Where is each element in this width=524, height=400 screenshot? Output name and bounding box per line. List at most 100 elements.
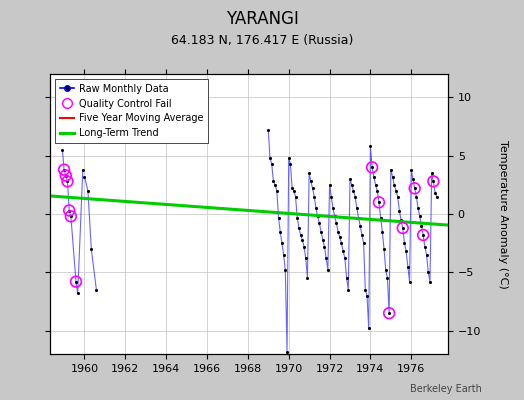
Point	[419, 232, 428, 238]
Point	[403, 263, 412, 270]
Point	[368, 164, 376, 170]
Point	[72, 278, 80, 285]
Point	[334, 228, 342, 235]
Point	[349, 188, 357, 194]
Point	[329, 205, 337, 211]
Point	[264, 127, 272, 133]
Point	[356, 222, 364, 229]
Point	[409, 176, 417, 182]
Point	[346, 176, 354, 182]
Point	[272, 188, 281, 194]
Point	[305, 170, 313, 176]
Point	[63, 178, 72, 184]
Point	[380, 246, 388, 252]
Point	[60, 166, 68, 173]
Point	[372, 182, 380, 188]
Point	[422, 252, 431, 258]
Point	[278, 240, 286, 246]
Point	[332, 220, 341, 226]
Point	[298, 236, 307, 243]
Point	[416, 213, 424, 220]
Point	[354, 214, 363, 221]
Point	[300, 244, 308, 250]
Point	[375, 199, 383, 206]
Point	[390, 182, 398, 188]
Point	[276, 228, 285, 235]
Point	[92, 287, 101, 293]
Text: YARANGI: YARANGI	[225, 10, 299, 28]
Point	[378, 228, 387, 235]
Point	[359, 240, 368, 246]
Point	[325, 182, 334, 188]
Y-axis label: Temperature Anomaly (°C): Temperature Anomaly (°C)	[498, 140, 508, 288]
Point	[406, 278, 414, 285]
Point	[337, 240, 346, 246]
Point	[73, 290, 82, 296]
Point	[339, 248, 347, 254]
Point	[290, 188, 298, 194]
Point	[419, 232, 428, 238]
Point	[395, 207, 403, 214]
Point	[301, 255, 310, 262]
Text: 64.183 N, 176.417 E (Russia): 64.183 N, 176.417 E (Russia)	[171, 34, 353, 47]
Point	[429, 178, 438, 184]
Point	[291, 193, 300, 200]
Point	[385, 310, 394, 316]
Point	[271, 182, 279, 188]
Point	[341, 255, 349, 262]
Point	[308, 185, 316, 192]
Point	[322, 255, 330, 262]
Point	[426, 278, 434, 285]
Point	[62, 172, 70, 179]
Point	[58, 147, 67, 153]
Point	[383, 275, 391, 281]
Point	[368, 164, 376, 170]
Point	[400, 240, 409, 246]
Point	[297, 232, 305, 238]
Point	[288, 185, 297, 192]
Point	[369, 174, 378, 180]
Point	[281, 267, 289, 273]
Point	[63, 178, 72, 184]
Point	[268, 161, 276, 167]
Point	[428, 170, 436, 176]
Point	[358, 232, 366, 238]
Point	[397, 217, 405, 223]
Point	[394, 193, 402, 200]
Point	[376, 214, 385, 221]
Point	[65, 207, 73, 214]
Point	[80, 174, 89, 180]
Point	[363, 292, 371, 299]
Point	[365, 325, 373, 332]
Point	[351, 193, 359, 200]
Legend: Raw Monthly Data, Quality Control Fail, Five Year Moving Average, Long-Term Tren: Raw Monthly Data, Quality Control Fail, …	[54, 79, 209, 143]
Point	[67, 213, 75, 220]
Point	[417, 222, 425, 229]
Point	[307, 178, 315, 184]
Point	[310, 193, 319, 200]
Point	[410, 185, 419, 192]
Point	[407, 166, 416, 173]
Point	[327, 193, 335, 200]
Point	[373, 188, 381, 194]
Point	[424, 269, 432, 276]
Point	[87, 246, 95, 252]
Point	[294, 225, 303, 231]
Point	[431, 190, 439, 196]
Point	[269, 178, 278, 184]
Point	[385, 310, 394, 316]
Point	[285, 155, 293, 161]
Point	[399, 225, 407, 231]
Point	[320, 244, 329, 250]
Point	[366, 143, 375, 150]
Point	[392, 188, 400, 194]
Point	[319, 236, 327, 243]
Point	[331, 213, 339, 220]
Point	[388, 174, 397, 180]
Point	[279, 252, 288, 258]
Point	[60, 166, 68, 173]
Point	[266, 155, 274, 161]
Point	[65, 207, 73, 214]
Point	[283, 348, 291, 355]
Point	[412, 193, 421, 200]
